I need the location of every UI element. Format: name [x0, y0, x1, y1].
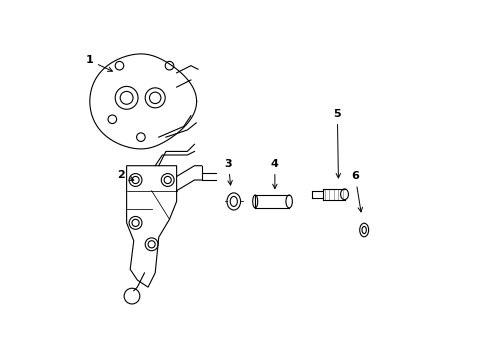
Text: 6: 6: [350, 171, 362, 212]
Text: 5: 5: [333, 109, 341, 178]
Text: 3: 3: [224, 159, 232, 185]
Text: 2: 2: [117, 170, 134, 180]
Text: 4: 4: [270, 159, 278, 189]
Text: 1: 1: [85, 55, 112, 71]
